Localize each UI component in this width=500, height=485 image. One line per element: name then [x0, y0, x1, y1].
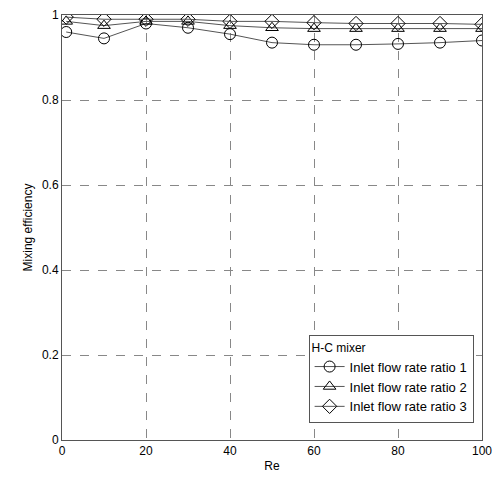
svg-text:0.4: 0.4 — [42, 263, 59, 277]
svg-text:0: 0 — [59, 444, 66, 458]
svg-text:0.8: 0.8 — [42, 93, 59, 107]
svg-text:1: 1 — [52, 8, 59, 22]
svg-text:Inlet flow rate ratio 3: Inlet flow rate ratio 3 — [350, 399, 467, 414]
svg-text:20: 20 — [139, 444, 153, 458]
svg-text:Mixing efficiency: Mixing efficiency — [21, 184, 35, 272]
svg-text:0.2: 0.2 — [42, 348, 59, 362]
svg-text:Inlet flow rate ratio 1: Inlet flow rate ratio 1 — [350, 360, 467, 375]
svg-text:100: 100 — [472, 444, 492, 458]
svg-text:Re: Re — [264, 459, 280, 473]
svg-text:0: 0 — [52, 433, 59, 447]
svg-text:H-C mixer: H-C mixer — [312, 341, 366, 355]
svg-text:40: 40 — [223, 444, 237, 458]
svg-text:60: 60 — [307, 444, 321, 458]
svg-text:0.6: 0.6 — [42, 178, 59, 192]
svg-text:80: 80 — [391, 444, 405, 458]
svg-text:Inlet flow rate ratio 2: Inlet flow rate ratio 2 — [350, 380, 467, 395]
